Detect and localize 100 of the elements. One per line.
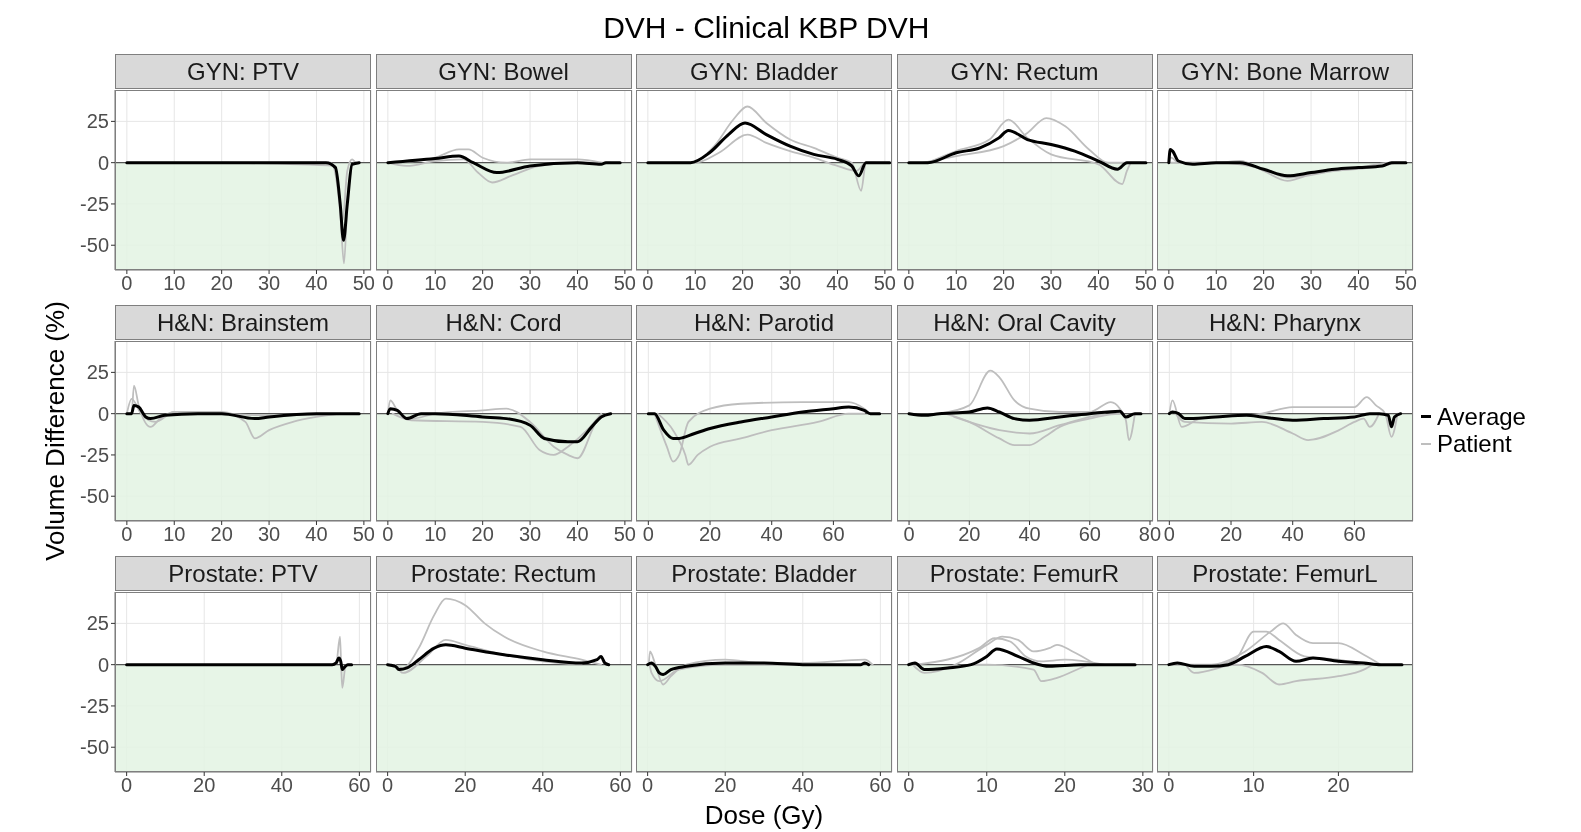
x-tick-label: 30 — [518, 523, 541, 546]
chart-title: H&N: Oral Cavity — [896, 305, 1153, 340]
x-tick-label: 50 — [873, 272, 897, 295]
x-tick-label: 10 — [423, 272, 446, 295]
x-tick-label: 10 — [684, 272, 707, 295]
x-tick-label: 30 — [257, 272, 281, 295]
x-tick-label: 0 — [121, 272, 133, 295]
x-tick-label: 10 — [1242, 774, 1265, 797]
x-tick-label: 0 — [902, 774, 914, 797]
x-tick-label: 20 — [471, 272, 494, 295]
x-tick-label: 30 — [1039, 272, 1062, 295]
y-tick-label: 25 — [86, 612, 109, 635]
x-tick-label: 40 — [305, 272, 328, 295]
chart-title: H&N: Parotid — [636, 305, 892, 340]
x-tick-label: 10 — [975, 774, 998, 797]
x-tick-label: 30 — [778, 272, 802, 295]
x-tick-label: 10 — [423, 523, 446, 546]
x-tick-label: 0 — [121, 774, 133, 797]
x-tick-label: 30 — [1131, 774, 1154, 797]
x-tick-label: 0 — [642, 523, 654, 546]
x-tick-label: 0 — [902, 272, 914, 295]
x-tick-label: 40 — [565, 272, 589, 295]
legend-label: Patient — [1437, 430, 1512, 457]
x-tick-label: 60 — [608, 774, 631, 797]
y-tick-label: -50 — [80, 234, 109, 257]
chart-title: H&N: Cord — [375, 305, 632, 340]
chart-title: GYN: Bowel — [375, 54, 632, 89]
x-tick-label: 0 — [1163, 523, 1175, 546]
x-tick-label: 20 — [453, 774, 476, 797]
chart-title: Prostate: Rectum — [375, 556, 632, 591]
x-tick-label: 10 — [1205, 272, 1228, 295]
chart-title: Prostate: FemurR — [896, 556, 1153, 591]
y-tick-label: 0 — [97, 402, 109, 425]
y-tick-label: -50 — [80, 736, 109, 759]
x-tick-label: 0 — [381, 272, 393, 295]
legend-label: Average — [1437, 403, 1526, 430]
chart-title: GYN: Bone Marrow — [1157, 54, 1413, 89]
x-tick-label: 40 — [1086, 272, 1110, 295]
chart-title: GYN: PTV — [115, 54, 371, 89]
x-tick-label: 50 — [352, 523, 376, 546]
y-tick-label: 25 — [86, 110, 109, 133]
y-tick-label: 0 — [97, 151, 109, 174]
chart-title: Prostate: FemurL — [1157, 556, 1413, 591]
x-tick-label: 60 — [822, 523, 845, 546]
chart-title: H&N: Pharynx — [1157, 305, 1413, 340]
x-tick-label: 80 — [1138, 523, 1161, 546]
chart-title: Prostate: PTV — [115, 556, 371, 591]
x-tick-label: 40 — [565, 523, 589, 546]
x-tick-label: 0 — [902, 523, 915, 546]
x-tick-label: 20 — [957, 523, 980, 546]
y-tick-label: -25 — [80, 444, 109, 467]
x-tick-label: 30 — [257, 523, 281, 546]
x-tick-label: 0 — [1163, 774, 1175, 797]
x-tick-label: 60 — [1078, 523, 1101, 546]
x-tick-label: 40 — [270, 774, 293, 797]
x-tick-label: 0 — [381, 774, 393, 797]
x-tick-label: 40 — [305, 523, 328, 546]
chart-title: GYN: Bladder — [636, 54, 892, 89]
x-tick-label: 20 — [471, 523, 494, 546]
x-tick-label: 40 — [826, 272, 849, 295]
x-tick-label: 0 — [381, 523, 393, 546]
x-tick-label: 20 — [731, 272, 754, 295]
x-tick-label: 60 — [348, 774, 371, 797]
y-tick-label: -25 — [80, 193, 109, 216]
y-tick-label: -50 — [80, 485, 109, 508]
x-tick-label: 20 — [1219, 523, 1243, 546]
y-axis-title: Volume Difference (%) — [39, 300, 71, 563]
x-tick-label: 40 — [1281, 523, 1304, 546]
text: DVH - Clinical KBP DVH — [602, 10, 931, 46]
x-tick-label: 40 — [791, 774, 814, 797]
x-tick-label: 20 — [992, 272, 1015, 295]
x-tick-label: 10 — [163, 523, 186, 546]
x-tick-label: 0 — [642, 272, 654, 295]
x-tick-label: 0 — [642, 774, 654, 797]
x-tick-label: 40 — [531, 774, 554, 797]
x-axis-title: Dose (Gy) — [703, 800, 825, 830]
x-tick-label: 50 — [613, 523, 636, 546]
y-tick-label: -25 — [80, 695, 109, 718]
x-tick-label: 20 — [1053, 774, 1076, 797]
x-tick-label: 50 — [352, 272, 376, 295]
x-tick-label: 40 — [1017, 523, 1041, 546]
x-tick-label: 50 — [613, 272, 636, 295]
x-tick-label: 40 — [760, 523, 783, 546]
y-tick-label: 0 — [97, 653, 109, 676]
x-tick-label: 20 — [210, 523, 233, 546]
chart-title: H&N: Brainstem — [115, 305, 371, 340]
x-tick-label: 20 — [698, 523, 722, 546]
x-tick-label: 20 — [193, 774, 216, 797]
x-tick-label: 20 — [714, 774, 737, 797]
x-tick-label: 0 — [1163, 272, 1175, 295]
x-tick-label: 20 — [1327, 774, 1350, 797]
x-tick-label: 10 — [944, 272, 967, 295]
x-tick-label: 40 — [1347, 272, 1370, 295]
x-tick-label: 0 — [121, 523, 133, 546]
x-tick-label: 60 — [1343, 523, 1366, 546]
chart-title: Prostate: Bladder — [636, 556, 892, 591]
x-tick-label: 10 — [163, 272, 186, 295]
x-tick-label: 60 — [869, 774, 892, 797]
x-tick-label: 20 — [1252, 272, 1275, 295]
x-tick-label: 20 — [210, 272, 233, 295]
